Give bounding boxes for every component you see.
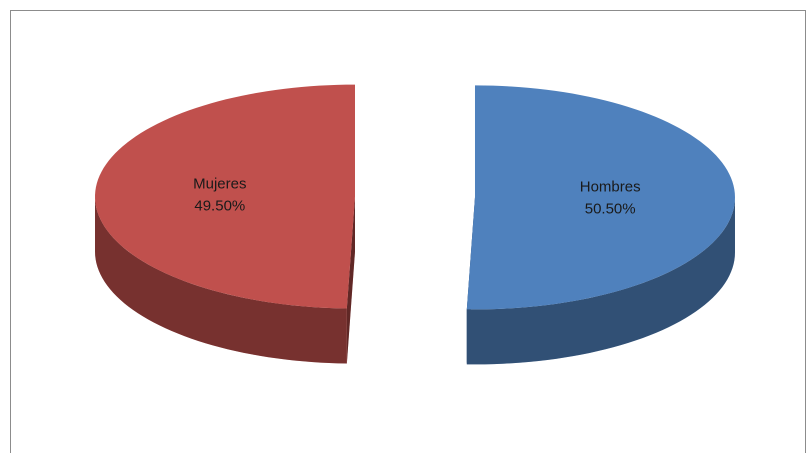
slice-side (95, 196, 347, 364)
slice-top (95, 84, 356, 309)
slice-value-label: 50.50% (585, 200, 636, 217)
slice-shade (466, 197, 735, 365)
slice-label: Hombres (580, 178, 641, 195)
slice-shade (95, 196, 347, 364)
slice-shade (346, 196, 356, 364)
slice-label: Mujeres (193, 176, 246, 193)
slice-value-label: 49.50% (194, 198, 245, 215)
slice-top (466, 85, 735, 310)
slice-side (466, 197, 735, 365)
